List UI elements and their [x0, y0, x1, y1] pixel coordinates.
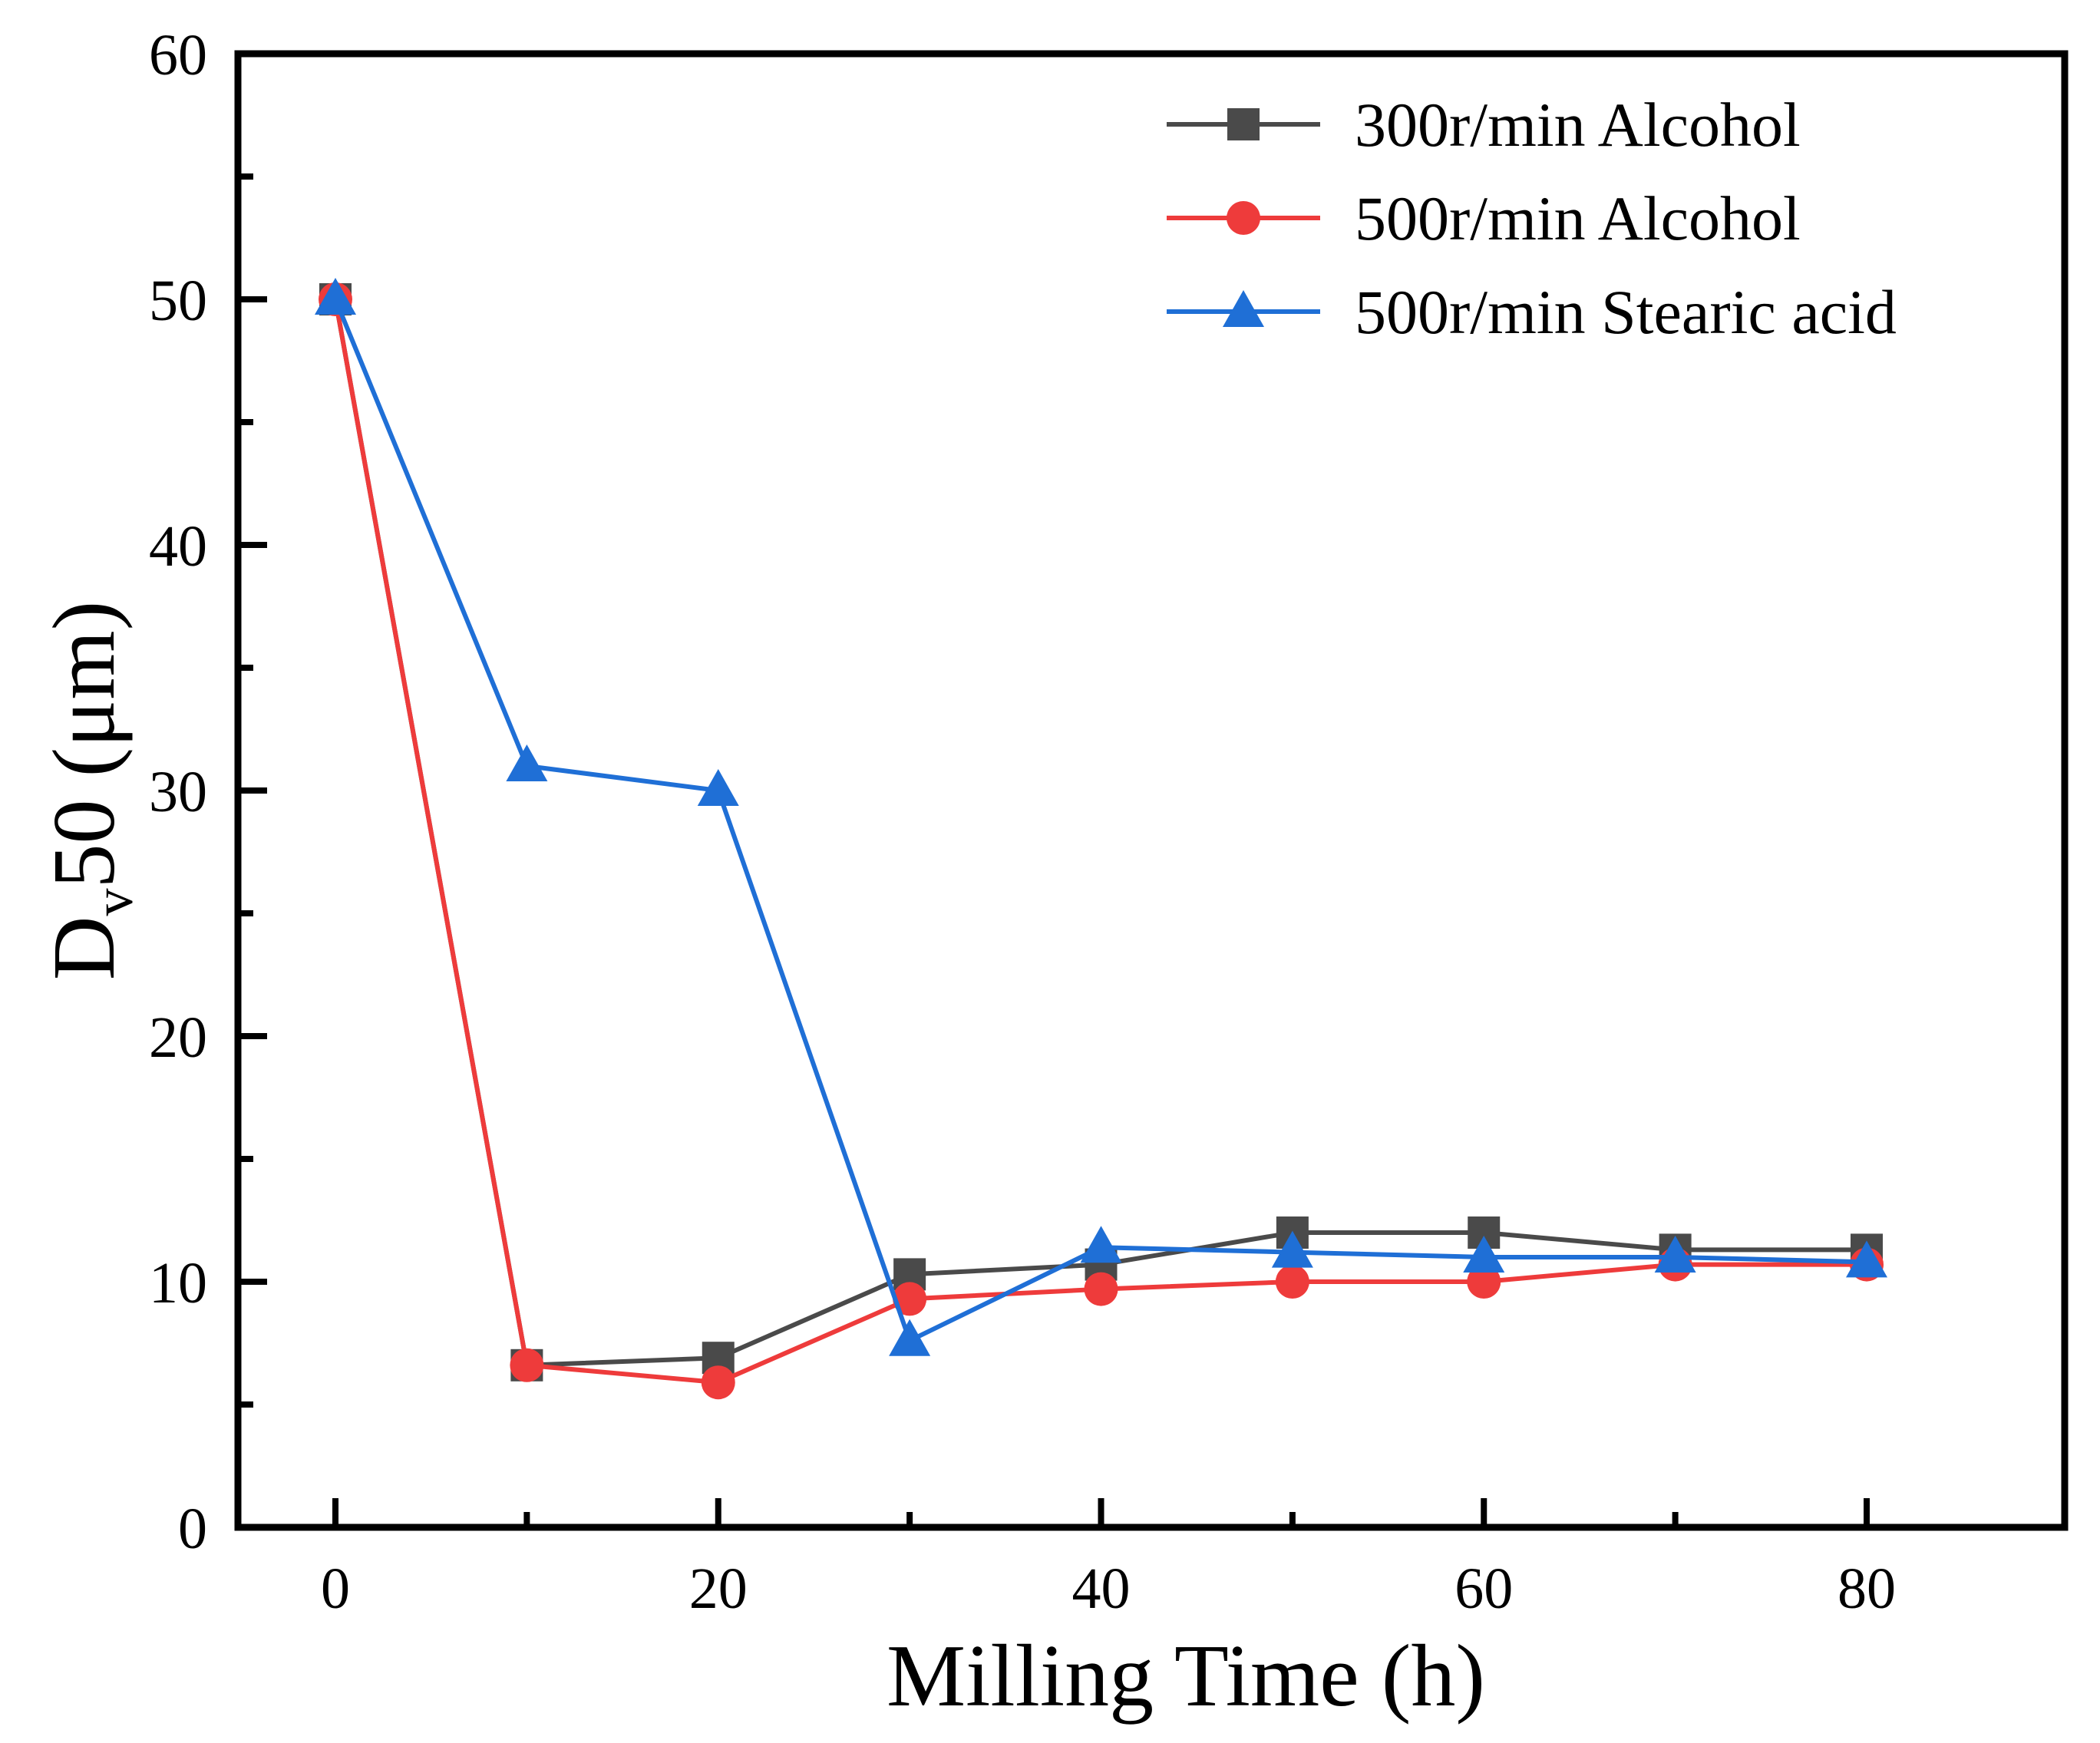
x-axis-title: Milling Time (h)	[887, 1627, 1485, 1725]
data-point	[1080, 1226, 1122, 1263]
legend-marker	[1223, 290, 1264, 327]
series-3	[315, 278, 1887, 1356]
legend-label: 500r/min Stearic acid	[1355, 277, 1897, 347]
legend-label: 300r/min Alcohol	[1355, 90, 1801, 160]
y-axis-title-rest: 50 (μm)	[35, 601, 134, 889]
legend-item: 500r/min Stearic acid	[1167, 277, 1897, 347]
data-point	[315, 278, 356, 315]
data-point	[506, 744, 548, 781]
legend-item: 500r/min Alcohol	[1167, 183, 1801, 253]
y-axis-title: Dv50 (μm)	[35, 601, 144, 980]
y-tick-label: 60	[149, 23, 207, 87]
legend-marker	[1227, 108, 1260, 140]
data-point	[889, 1319, 931, 1356]
x-tick-label: 20	[689, 1556, 748, 1621]
legend-item: 300r/min Alcohol	[1167, 90, 1801, 160]
y-tick-label: 20	[149, 1005, 207, 1070]
x-tick-label: 60	[1454, 1556, 1513, 1621]
data-point	[1275, 1265, 1309, 1299]
data-point	[1467, 1265, 1501, 1299]
plot-frame	[234, 50, 2069, 1531]
series-line	[333, 299, 1867, 1368]
data-point	[1654, 1236, 1696, 1273]
series-1	[319, 283, 1883, 1382]
data-point	[893, 1282, 927, 1316]
legend-marker	[1227, 201, 1260, 235]
y-tick-label: 10	[149, 1251, 207, 1316]
data-point	[1463, 1236, 1505, 1273]
y-tick-label: 0	[178, 1497, 207, 1561]
axis-tick-labels: 0 20 40 60 80 0 10 20 30 40 50 60	[149, 23, 1896, 1621]
legend: 300r/min Alcohol 500r/min Alcohol 500r/min…	[1167, 90, 1897, 347]
series-line	[333, 298, 1867, 1343]
axis-ticks	[238, 51, 1870, 1530]
data-point	[510, 1348, 544, 1382]
data-point	[701, 1365, 735, 1400]
data-point	[1271, 1230, 1313, 1268]
x-tick-label: 80	[1838, 1556, 1896, 1621]
y-tick-label: 40	[149, 514, 207, 579]
y-axis-title-sub: v	[83, 888, 144, 916]
x-tick-label: 40	[1072, 1556, 1131, 1621]
y-tick-label: 30	[149, 760, 207, 824]
y-axis-title-main: D	[35, 916, 134, 980]
data-point	[1084, 1272, 1118, 1306]
legend-label: 500r/min Alcohol	[1355, 183, 1801, 253]
series-layer	[315, 278, 1887, 1400]
series-line	[333, 299, 1867, 1385]
y-tick-label: 50	[149, 269, 207, 333]
data-point	[697, 769, 739, 806]
x-tick-label: 0	[321, 1556, 350, 1621]
data-point	[1846, 1240, 1887, 1278]
